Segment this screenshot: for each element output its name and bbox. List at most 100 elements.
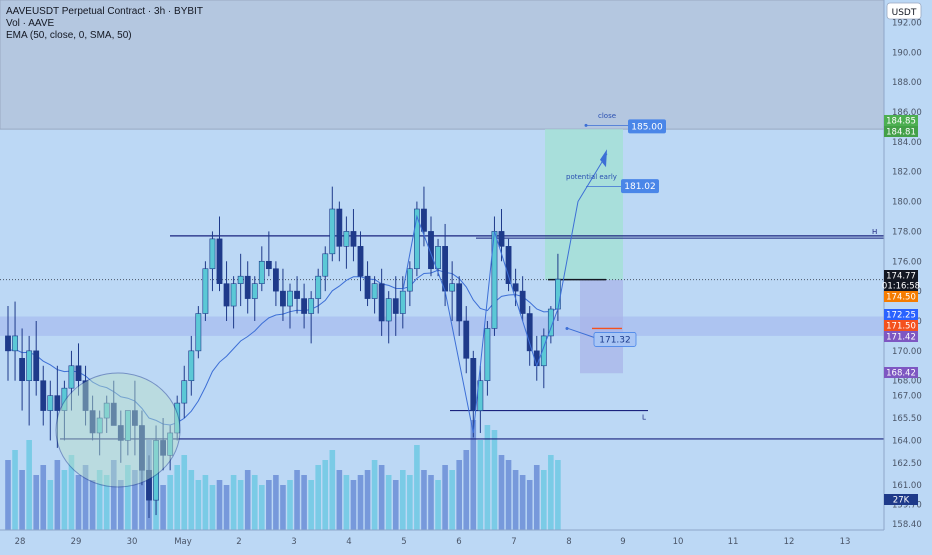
candle-body[interactable] — [512, 283, 519, 292]
candle-body[interactable] — [237, 275, 244, 284]
candle-body[interactable] — [5, 335, 11, 352]
candle-body[interactable] — [280, 290, 286, 307]
highlight-circle[interactable] — [55, 372, 181, 488]
currency-button[interactable] — [886, 2, 922, 20]
candle-body[interactable] — [463, 320, 470, 359]
candle-body[interactable] — [272, 268, 279, 292]
candle-body[interactable] — [160, 440, 166, 456]
price-badge[interactable] — [884, 320, 918, 331]
candle-body[interactable] — [406, 268, 413, 292]
time-axis[interactable] — [0, 530, 884, 550]
price-badge[interactable] — [884, 309, 918, 320]
pattern-path[interactable] — [402, 214, 559, 434]
candle-body[interactable] — [117, 425, 124, 441]
candle-body[interactable] — [547, 308, 554, 337]
candle-body[interactable] — [350, 231, 357, 247]
price-badge[interactable] — [884, 291, 918, 302]
candle-body[interactable] — [153, 440, 159, 501]
candle-body[interactable] — [54, 395, 61, 411]
candle-body[interactable] — [421, 208, 427, 232]
candle-body[interactable] — [47, 395, 54, 411]
candle-body[interactable] — [477, 380, 484, 411]
candle-body[interactable] — [26, 350, 33, 382]
candle-body[interactable] — [146, 469, 152, 501]
candle-body[interactable] — [216, 238, 223, 284]
candle-body[interactable] — [96, 417, 103, 434]
candle-body[interactable] — [498, 231, 505, 247]
target-zone[interactable] — [545, 129, 623, 280]
demand-zone[interactable] — [0, 316, 884, 336]
candle-body[interactable] — [315, 275, 322, 299]
candle-body[interactable] — [202, 268, 209, 314]
candle-body[interactable] — [244, 275, 251, 299]
price-badge[interactable] — [884, 494, 918, 505]
candle-body[interactable] — [61, 387, 68, 411]
candle-body[interactable] — [357, 246, 364, 277]
candle-body[interactable] — [484, 328, 491, 382]
candle-body[interactable] — [12, 335, 18, 352]
candle-body[interactable] — [110, 402, 117, 426]
candle-body[interactable] — [124, 410, 131, 441]
candle-body[interactable] — [526, 313, 533, 352]
candle-body[interactable] — [265, 260, 272, 270]
price-badge[interactable] — [884, 367, 918, 378]
candle-body[interactable] — [470, 358, 477, 411]
candle-body[interactable] — [322, 253, 329, 277]
early-price-box[interactable] — [621, 179, 659, 194]
candle-body[interactable] — [75, 365, 82, 382]
stop-zone[interactable] — [580, 279, 623, 374]
candle-body[interactable] — [519, 290, 526, 314]
candle-body[interactable] — [442, 246, 448, 292]
candle-body[interactable] — [251, 283, 258, 299]
candle-body[interactable] — [364, 275, 371, 299]
candle-body[interactable] — [378, 283, 385, 322]
candle-body[interactable] — [329, 208, 336, 255]
candle-body[interactable] — [435, 246, 441, 270]
candle-body[interactable] — [287, 290, 293, 307]
candle-body[interactable] — [308, 298, 315, 314]
entry-price-box[interactable] — [593, 332, 637, 347]
candle-body[interactable] — [533, 350, 540, 367]
candle-body[interactable] — [19, 358, 25, 382]
candle-body[interactable] — [68, 365, 75, 389]
candle-body[interactable] — [89, 410, 96, 434]
candle-body[interactable] — [139, 425, 145, 471]
candle-body[interactable] — [195, 313, 202, 352]
price-badge[interactable] — [884, 126, 918, 137]
candle-body[interactable] — [223, 283, 230, 307]
candle-body[interactable] — [174, 402, 181, 434]
candle-body[interactable] — [188, 350, 195, 382]
price-badge[interactable] — [884, 270, 918, 281]
candle-body[interactable] — [385, 298, 392, 322]
close-price-box[interactable] — [628, 119, 666, 134]
candle-body[interactable] — [33, 350, 40, 382]
price-badge[interactable] — [884, 280, 918, 291]
candle-body[interactable] — [301, 298, 307, 314]
candle-body[interactable] — [209, 238, 216, 270]
candle-body[interactable] — [40, 380, 47, 411]
price-badge[interactable] — [884, 331, 918, 342]
candle-body[interactable] — [132, 410, 138, 426]
candle-body[interactable] — [413, 208, 420, 270]
candle-body[interactable] — [505, 246, 512, 284]
candle-body[interactable] — [103, 402, 110, 419]
candle-body[interactable] — [181, 380, 188, 404]
candle-body[interactable] — [371, 283, 378, 299]
price-badge[interactable] — [884, 115, 918, 126]
candle-body[interactable] — [167, 432, 174, 456]
candle-body[interactable] — [230, 283, 237, 307]
candle-body[interactable] — [82, 380, 89, 411]
supply-zone[interactable] — [0, 0, 885, 130]
candle-body[interactable] — [336, 208, 343, 247]
candle-body[interactable] — [456, 283, 463, 322]
candle-body[interactable] — [258, 260, 265, 284]
candle-body[interactable] — [392, 298, 399, 314]
projection-arrow[interactable] — [557, 153, 608, 310]
candle-body[interactable] — [428, 231, 434, 270]
candle-body[interactable] — [540, 335, 547, 367]
candle-body[interactable] — [399, 290, 406, 314]
candle-body[interactable] — [294, 290, 300, 299]
candle-body[interactable] — [554, 278, 561, 310]
